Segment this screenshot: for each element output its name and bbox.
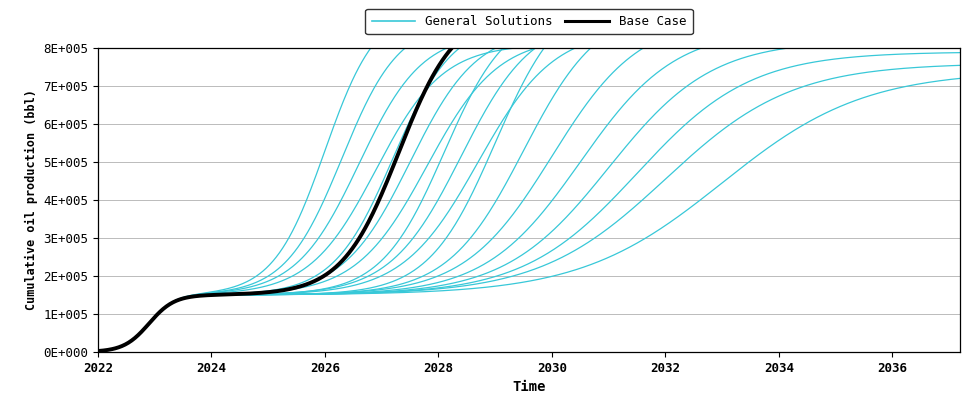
- Y-axis label: Cumulative oil production (bbl): Cumulative oil production (bbl): [24, 90, 37, 310]
- X-axis label: Time: Time: [513, 380, 546, 394]
- Legend: General Solutions, Base Case: General Solutions, Base Case: [366, 9, 693, 34]
